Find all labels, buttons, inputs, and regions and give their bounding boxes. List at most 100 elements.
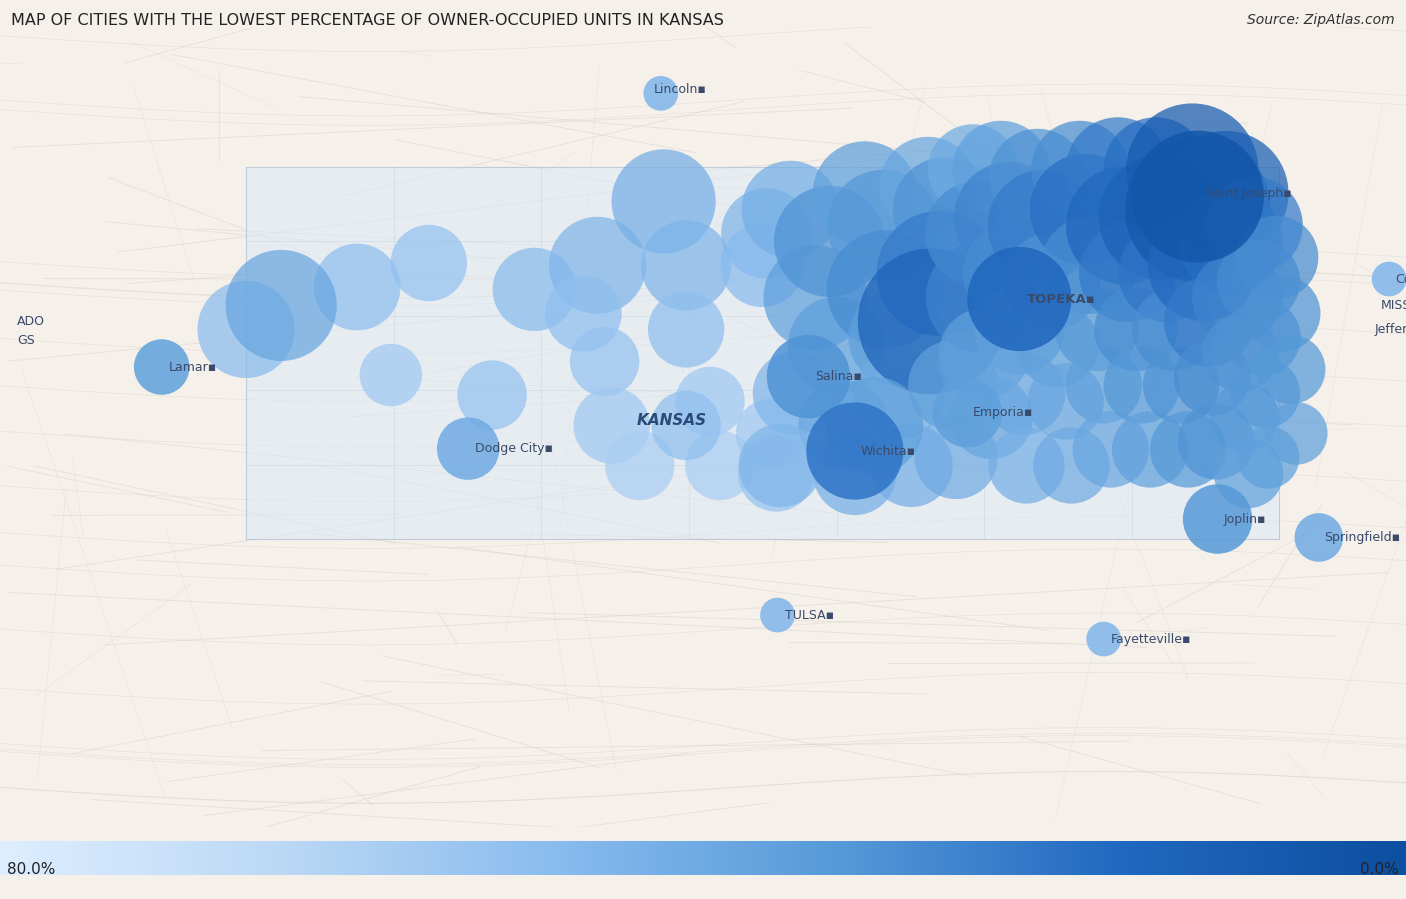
Point <box>709 458 731 473</box>
Point <box>1015 458 1038 473</box>
Text: KANSAS: KANSAS <box>637 414 707 428</box>
Point <box>751 258 773 272</box>
Point <box>889 387 911 401</box>
Point <box>235 322 257 336</box>
Point <box>1257 450 1279 465</box>
Point <box>1046 338 1069 352</box>
Point <box>942 378 965 393</box>
Text: Springfield▪: Springfield▪ <box>1324 531 1400 544</box>
Text: GS: GS <box>17 334 35 347</box>
Point <box>1265 250 1288 264</box>
Point <box>418 256 440 271</box>
Point <box>928 266 950 280</box>
Point <box>990 162 1012 176</box>
Point <box>1092 632 1115 646</box>
Text: MAP OF CITIES WITH THE LOWEST PERCENTAGE OF OWNER-OCCUPIED UNITS IN KANSAS: MAP OF CITIES WITH THE LOWEST PERCENTAGE… <box>11 13 724 29</box>
Point <box>1163 322 1185 336</box>
Text: 80.0%: 80.0% <box>7 861 55 877</box>
Point <box>998 210 1021 225</box>
Point <box>1181 162 1204 176</box>
Point <box>1004 266 1026 280</box>
Point <box>270 298 292 313</box>
Point <box>650 86 672 101</box>
Point <box>956 405 979 420</box>
Point <box>783 387 806 401</box>
Point <box>945 450 967 465</box>
Point <box>1254 387 1277 401</box>
Point <box>1060 458 1083 473</box>
Point <box>523 282 546 297</box>
Point <box>1078 258 1101 272</box>
Text: Emporia▪: Emporia▪ <box>973 406 1033 419</box>
Point <box>863 418 886 432</box>
Point <box>872 218 894 233</box>
Point <box>825 338 848 352</box>
Point <box>593 354 616 369</box>
Point <box>1008 292 1031 307</box>
Text: Source: ZipAtlas.com: Source: ZipAtlas.com <box>1247 13 1395 28</box>
Point <box>962 162 984 176</box>
Point <box>755 227 778 241</box>
Point <box>1233 410 1256 424</box>
Point <box>699 395 721 409</box>
Text: Lamar▪: Lamar▪ <box>169 360 217 373</box>
Point <box>1206 512 1229 526</box>
Text: Fayetteville▪: Fayetteville▪ <box>1111 633 1191 645</box>
Point <box>765 467 787 481</box>
Point <box>1069 162 1091 176</box>
Text: Joplin▪: Joplin▪ <box>1223 512 1265 526</box>
Point <box>1308 530 1330 545</box>
Text: MISSOUR: MISSOUR <box>1381 298 1406 312</box>
Point <box>1279 362 1302 377</box>
Bar <box>246 167 1279 539</box>
Point <box>917 178 939 192</box>
Text: TOPEKA▪: TOPEKA▪ <box>1026 292 1095 306</box>
Text: Jefferson Cit: Jefferson Cit <box>1375 323 1406 336</box>
Point <box>900 458 922 473</box>
Point <box>1032 218 1054 233</box>
Point <box>1008 322 1031 336</box>
Text: Saint Joseph▪: Saint Joseph▪ <box>1206 187 1292 200</box>
Point <box>628 458 651 473</box>
Text: Columbia▪: Columbia▪ <box>1395 272 1406 286</box>
Point <box>920 315 942 329</box>
Point <box>844 467 866 481</box>
Point <box>853 186 876 200</box>
Point <box>1026 170 1049 184</box>
Point <box>1177 442 1199 457</box>
Point <box>973 346 995 360</box>
Point <box>1170 378 1192 393</box>
Point <box>766 608 789 622</box>
Point <box>1219 235 1241 249</box>
Point <box>150 360 173 374</box>
Point <box>1187 202 1209 217</box>
Point <box>1054 395 1077 409</box>
Point <box>1198 315 1220 329</box>
Text: Dodge City▪: Dodge City▪ <box>475 442 553 455</box>
Point <box>759 426 782 441</box>
Point <box>1099 442 1122 457</box>
Text: Lincoln▪: Lincoln▪ <box>654 83 707 96</box>
Point <box>1285 426 1308 441</box>
Point <box>1271 307 1294 321</box>
Point <box>818 235 841 249</box>
Point <box>1012 387 1035 401</box>
Point <box>1074 202 1097 217</box>
Point <box>1107 162 1129 176</box>
Point <box>1139 442 1161 457</box>
Point <box>844 444 866 458</box>
Point <box>586 258 609 272</box>
Point <box>832 418 855 432</box>
Point <box>980 410 1002 424</box>
Point <box>1237 467 1260 481</box>
Point <box>1205 434 1227 449</box>
Point <box>1144 162 1167 176</box>
Point <box>652 194 675 209</box>
Point <box>1040 274 1063 289</box>
Point <box>1215 186 1237 200</box>
Point <box>1114 218 1136 233</box>
Text: 0.0%: 0.0% <box>1360 861 1399 877</box>
Point <box>572 307 595 321</box>
Point <box>1201 370 1223 385</box>
Text: Wichita▪: Wichita▪ <box>860 444 915 458</box>
